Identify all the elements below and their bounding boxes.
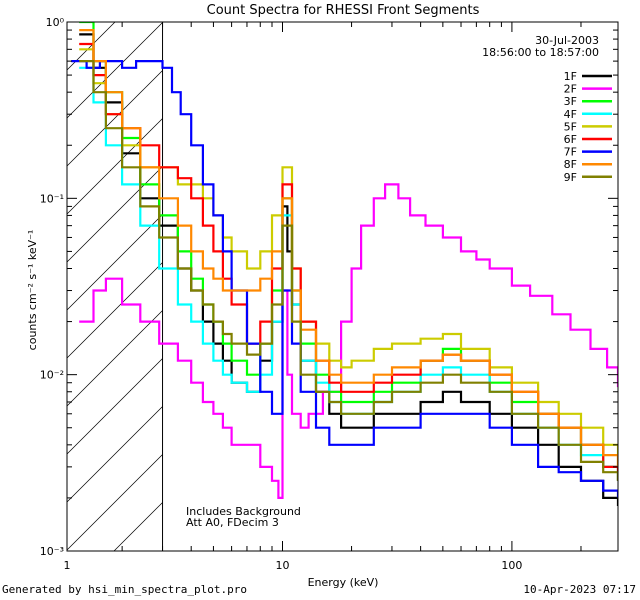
legend-label-4F: 4F — [564, 108, 577, 121]
hatch-line — [66, 454, 163, 551]
x-tick-label: 100 — [501, 559, 522, 572]
legend-label-2F: 2F — [564, 83, 577, 96]
series-8F — [79, 29, 618, 467]
y-tick-label: 10⁻³ — [40, 545, 64, 558]
hatch-line — [66, 118, 163, 215]
legend-label-8F: 8F — [564, 158, 577, 171]
annotation-attenuator: Att A0, FDecim 3 — [186, 516, 279, 529]
legend-label-9F: 9F — [564, 171, 577, 184]
series-1F — [79, 33, 618, 506]
footer-timestamp: 10-Apr-2023 07:17 — [523, 583, 636, 596]
annotation-background: Includes Background — [186, 505, 301, 518]
legend-label-5F: 5F — [564, 120, 577, 133]
observation-date: 30-Jul-2003 — [535, 34, 599, 47]
hatch-line — [66, 406, 163, 503]
y-tick-label: 10⁰ — [46, 16, 65, 29]
hatch-line — [113, 502, 163, 552]
y-tick-labels: 10⁻³ 10⁻² 10⁻¹ 10⁰ — [40, 16, 65, 558]
x-tick-label: 10 — [275, 559, 289, 572]
series-7F — [71, 60, 618, 498]
time-range: 18:56:00 to 18:57:00 — [482, 46, 599, 59]
series-9F — [79, 60, 618, 481]
x-axis-label: Energy (keV) — [308, 576, 379, 589]
hatch-line — [66, 358, 163, 455]
legend-label-1F: 1F — [564, 70, 577, 83]
chart-title: Count Spectra for RHESSI Front Segments — [207, 3, 480, 18]
background-hatch-region — [66, 21, 164, 552]
x-tick-label: 1 — [64, 559, 71, 572]
legend-label-7F: 7F — [564, 146, 577, 159]
axis-ticks — [67, 21, 618, 552]
hatch-line — [66, 22, 163, 119]
y-tick-label: 10⁻² — [40, 369, 64, 382]
x-tick-labels: 1 10 100 — [64, 559, 523, 572]
series-layer — [71, 22, 618, 506]
hatch-line — [66, 310, 163, 407]
footer-generator: Generated by hsi_min_spectra_plot.pro — [2, 583, 248, 596]
plot-frame — [66, 21, 619, 552]
legend-label-6F: 6F — [564, 133, 577, 146]
y-tick-label: 10⁻¹ — [40, 192, 64, 205]
hatch-line — [66, 166, 163, 263]
hatch-line — [66, 70, 163, 167]
legend-label-3F: 3F — [564, 95, 577, 108]
y-axis-label: counts cm⁻² s⁻¹ keV⁻¹ — [26, 230, 39, 351]
hatch-line — [66, 262, 163, 359]
hatch-line — [66, 214, 163, 311]
